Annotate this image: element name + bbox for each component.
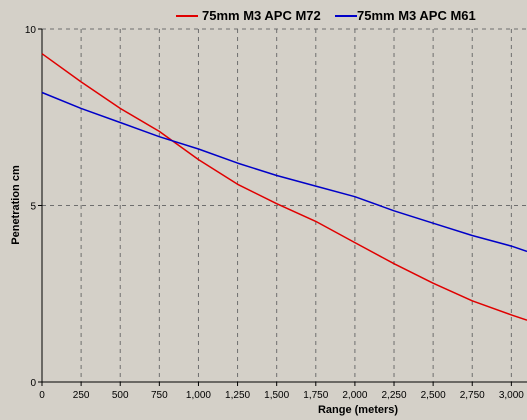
- x-tick-label: 1,750: [303, 390, 328, 401]
- x-tick-label: 1,500: [264, 390, 289, 401]
- x-tick-label: 3,000: [499, 390, 524, 401]
- x-tick-label: 2,250: [382, 390, 407, 401]
- series-layer: [41, 53, 527, 321]
- x-tick-label: 250: [73, 390, 90, 401]
- x-tick-label: 2,000: [342, 390, 367, 401]
- series-line-m61: [41, 91, 527, 253]
- x-tick-label: 2,500: [421, 390, 446, 401]
- y-tick-label: 0: [30, 378, 36, 389]
- x-tick-label: 750: [151, 390, 168, 401]
- legend-label-m72: 75mm M3 APC M72: [202, 8, 321, 23]
- x-tick-label: 500: [112, 390, 129, 401]
- x-axis-title: Range (meters): [318, 404, 398, 416]
- x-tick-label: 2,750: [460, 390, 485, 401]
- x-tick-label: 1,250: [225, 390, 250, 401]
- legend: 75mm M3 APC M72 75mm M3 APC M61: [176, 8, 476, 23]
- x-tick-label: 1,000: [186, 390, 211, 401]
- series-line-m72: [41, 53, 527, 321]
- y-tick-label: 5: [30, 202, 36, 213]
- tick-labels: 0 250 500 750 1,000 1,250 1,500 1,750 2,000 2,250…: [25, 25, 524, 401]
- legend-label-m61: 75mm M3 APC M61: [357, 8, 476, 23]
- grid-layer: [42, 28, 527, 382]
- axes: [38, 28, 527, 386]
- y-tick-label: 10: [25, 25, 37, 36]
- x-tick-label: 0: [39, 390, 45, 401]
- y-axis-title: Penetration cm: [10, 165, 22, 245]
